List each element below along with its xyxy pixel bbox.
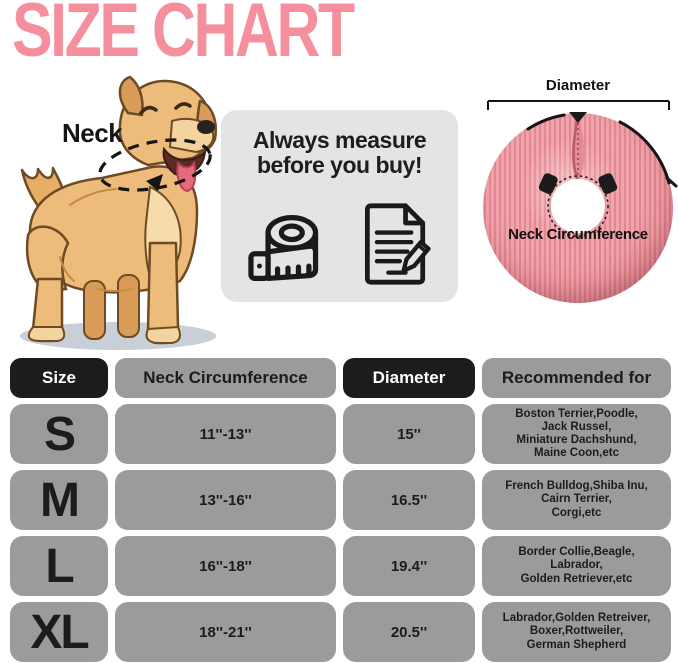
neck-label: Neck <box>62 118 123 148</box>
donut-cone-drawing <box>483 100 678 303</box>
document-pencil-icon <box>364 203 431 285</box>
header-cell-size: Size <box>10 358 108 398</box>
diameter-cell: 16.5'' <box>343 470 475 530</box>
measure-box: Always measure before you buy! <box>221 110 458 302</box>
diameter-cell: 15'' <box>343 404 475 464</box>
tape-measure-icon <box>247 214 318 282</box>
recommended-cell: French Bulldog,Shiba Inu, Cairn Terrier,… <box>482 470 671 530</box>
golden-retriever-drawing <box>20 75 217 350</box>
header-cell-neck: Neck Circumference <box>115 358 336 398</box>
neck-cell: 16''-18'' <box>115 536 336 596</box>
dog-illustration <box>0 75 235 357</box>
diameter-label: Diameter <box>545 77 611 94</box>
header-cell-recommended: Recommended for <box>482 358 671 398</box>
size-cell: L <box>10 536 108 596</box>
measure-box-heading: Always measure before you buy! <box>221 127 458 179</box>
size-cell: XL <box>10 602 108 662</box>
neck-cell: 11''-13'' <box>115 404 336 464</box>
neck-cell: 18''-21'' <box>115 602 336 662</box>
cone-illustration <box>468 88 679 318</box>
size-table: Size Neck Circumference Diameter Recomme… <box>10 358 671 662</box>
measure-heading-line2: before you buy! <box>256 152 423 179</box>
header-cell-diameter: Diameter <box>343 358 475 398</box>
diameter-cell: 19.4'' <box>343 536 475 596</box>
recommended-cell: Boston Terrier,Poodle, Jack Russel, Mini… <box>482 404 671 464</box>
neck-circumference-label: Neck Circumference <box>508 226 648 243</box>
size-cell: S <box>10 404 108 464</box>
recommended-cell: Labrador,Golden Retreiver, Boxer,Rottwei… <box>482 602 671 662</box>
neck-measure-ellipse <box>98 138 212 192</box>
recommended-cell: Border Collie,Beagle, Labrador, Golden R… <box>482 536 671 596</box>
measure-heading-line1: Always measure <box>252 127 427 153</box>
neck-cell: 13''-16'' <box>115 470 336 530</box>
diameter-bracket <box>487 100 670 110</box>
size-cell: M <box>10 470 108 530</box>
diameter-cell: 20.5'' <box>343 602 475 662</box>
page-title: SIZE CHART <box>12 0 355 73</box>
